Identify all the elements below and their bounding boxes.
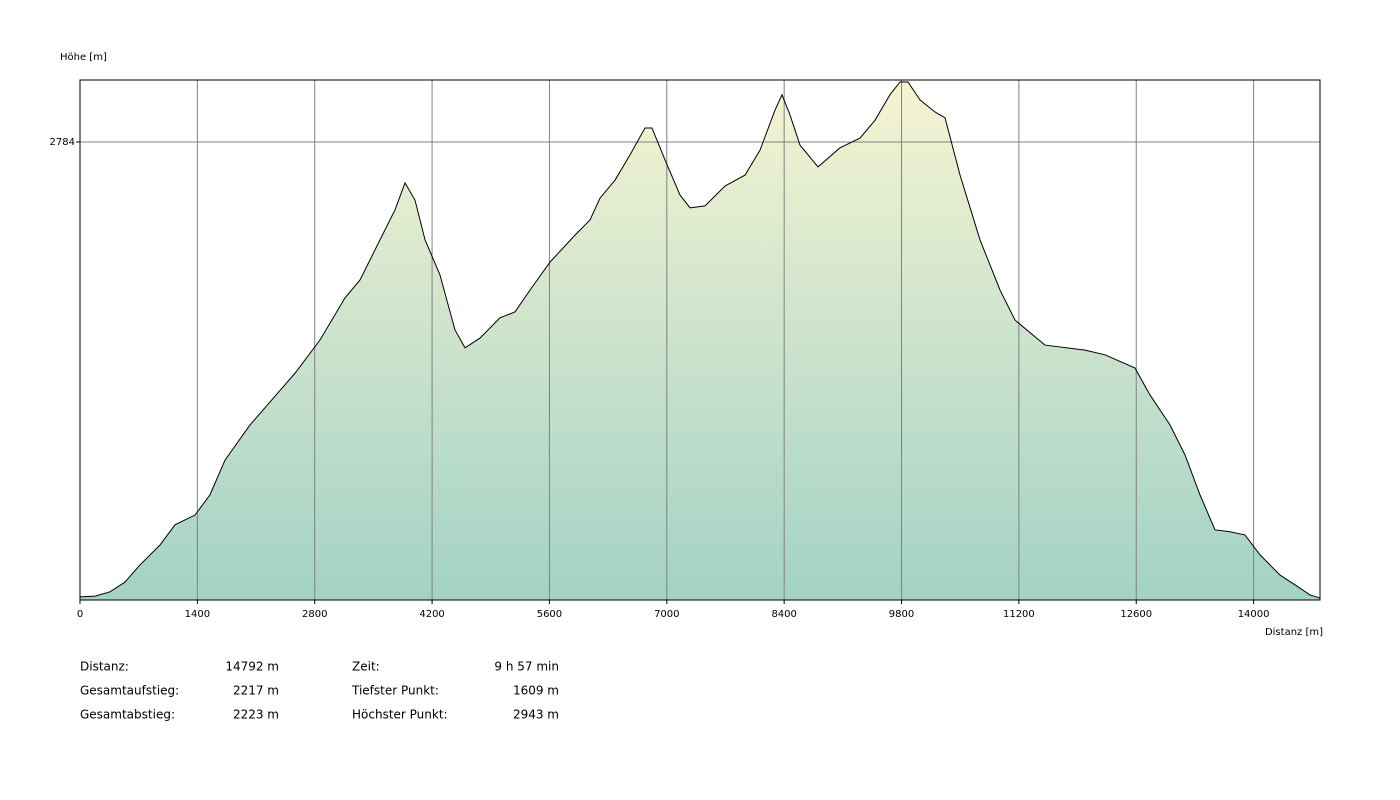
stat-label: Höchster Punkt: [352, 708, 448, 722]
y-axis-label: Höhe [m] [60, 52, 107, 63]
stat-label: Distanz: [80, 660, 129, 674]
x-tick-label: 7000 [654, 609, 679, 620]
elevation-line [79, 81, 1321, 599]
stat-value: 1609 m [513, 684, 559, 698]
stat-value: 2217 m [233, 684, 279, 698]
stat-value: 2223 m [233, 708, 279, 722]
stat-label: Gesamtabstieg: [80, 708, 175, 722]
x-tick-label: 2800 [302, 609, 327, 620]
elevation-area [80, 81, 1320, 600]
plot-border [79, 79, 1321, 601]
x-tick-label: 12600 [1120, 609, 1152, 620]
x-tick-label: 0 [77, 609, 83, 620]
x-tick-label: 9800 [889, 609, 914, 620]
x-tick-label: 14000 [1238, 609, 1270, 620]
x-tick-label: 1400 [185, 609, 210, 620]
stat-value: 2943 m [513, 708, 559, 722]
x-tick-label: 11200 [1003, 609, 1035, 620]
stat-label: Zeit: [352, 660, 380, 674]
stat-label: Tiefster Punkt: [351, 684, 439, 698]
x-tick-label: 5600 [537, 609, 562, 620]
x-axis-label: Distanz [m] [1265, 627, 1323, 638]
stat-value: 14792 m [225, 660, 279, 674]
stat-value: 9 h 57 min [494, 660, 559, 674]
x-tick-label: 8400 [771, 609, 796, 620]
y-tick-label: 2784 [50, 137, 75, 148]
stat-label: Gesamtaufstieg: [80, 684, 179, 698]
x-tick-label: 4200 [419, 609, 444, 620]
